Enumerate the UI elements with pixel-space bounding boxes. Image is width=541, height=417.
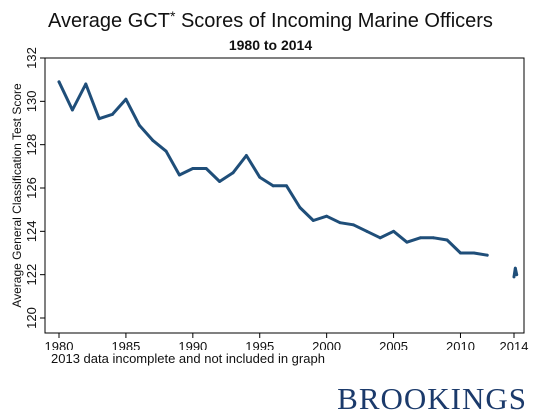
data-point [405, 240, 409, 244]
data-point [392, 229, 395, 233]
data-point [365, 229, 369, 233]
y-axis-title: Average General Classification Test Scor… [10, 83, 24, 308]
data-point [432, 236, 436, 240]
data-point [258, 175, 262, 179]
y-tick-label: 132 [24, 47, 39, 69]
chart-footnote: 2013 data incomplete and not included in… [51, 351, 325, 366]
data-point [285, 184, 288, 188]
data-point [231, 171, 235, 175]
x-tick-label: 1985 [111, 339, 140, 350]
data-point [338, 221, 342, 225]
chart-series [57, 80, 519, 279]
data-point [325, 214, 329, 218]
y-tick-label: 126 [24, 177, 39, 199]
data-point [70, 108, 74, 112]
y-tick-label: 120 [24, 307, 39, 329]
series-line-1 [57, 80, 489, 257]
chart-subtitle: 1980 to 2014 [228, 37, 313, 53]
data-point [472, 251, 476, 255]
y-tick-label: 128 [24, 134, 39, 156]
x-tick-label: 2010 [446, 339, 475, 350]
x-tick-label: 1980 [45, 339, 74, 350]
x-tick-label: 2014 [500, 339, 529, 350]
data-point [84, 82, 88, 86]
data-point [298, 206, 302, 209]
data-point [124, 97, 128, 101]
data-point [137, 123, 141, 127]
data-point [244, 154, 248, 157]
data-point [111, 112, 114, 116]
data-point [311, 219, 315, 222]
data-point [512, 275, 516, 279]
data-point [164, 149, 168, 153]
data-point [218, 180, 221, 183]
x-tick-label: 2000 [312, 339, 341, 350]
data-point [445, 238, 449, 242]
plot-frame [44, 57, 525, 334]
data-point [418, 236, 422, 240]
chart-axes: 1980 1985 1990 1995 2000 2005 2010 2014 120 122 12… [10, 47, 528, 350]
data-point [459, 251, 462, 255]
x-tick-label: 2005 [379, 339, 408, 350]
data-point [378, 236, 382, 240]
x-tick-label: 1990 [178, 339, 207, 350]
y-tick-label: 130 [24, 90, 39, 112]
data-point [485, 253, 489, 257]
line-chart: 1980 1985 1990 1995 2000 2005 2010 2014 120 122 12… [10, 47, 528, 350]
chart-title: Average GCT* Scores of Incoming Marine O… [0, 8, 541, 33]
y-tick-label: 124 [24, 220, 39, 242]
data-point [191, 167, 195, 170]
chart-title-rest: Scores of Incoming Marine Officers [175, 10, 493, 32]
data-point [513, 266, 517, 270]
data-point [178, 173, 181, 177]
data-point [151, 138, 155, 142]
x-tick-label: 1995 [245, 339, 274, 350]
data-point [57, 80, 61, 84]
data-point [97, 117, 101, 121]
y-tick-label: 122 [24, 264, 39, 286]
chart-title-asterisk: * [169, 8, 176, 24]
data-point [352, 223, 355, 227]
data-point [204, 167, 208, 170]
data-point [515, 273, 519, 277]
chart-title-main: Average GCT [48, 10, 170, 32]
data-point [271, 184, 275, 188]
brookings-logo: BROOKINGS [337, 381, 527, 416]
